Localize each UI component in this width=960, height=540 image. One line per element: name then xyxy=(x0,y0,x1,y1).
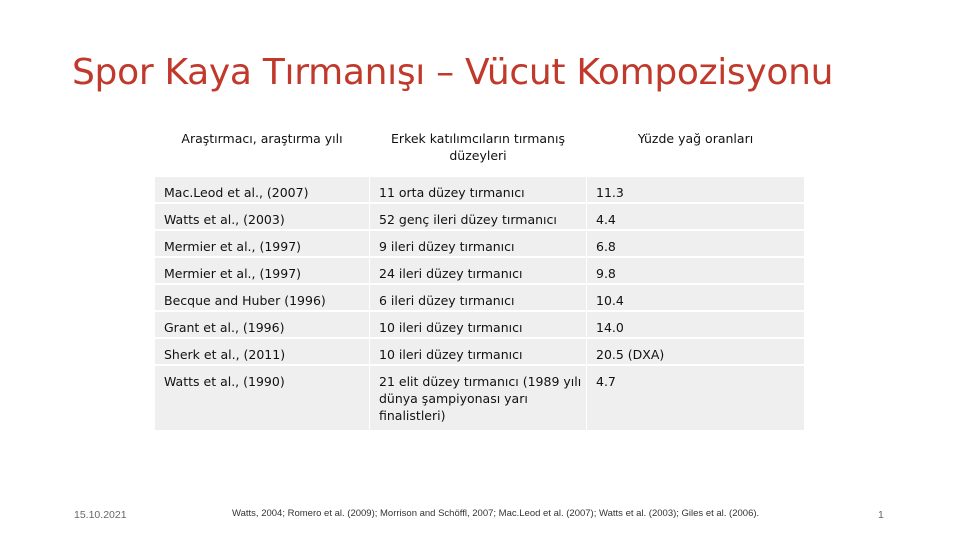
cell-climbing-level: 21 elit düzey tırmanıcı (1989 yılı dünya… xyxy=(369,364,587,430)
table-row: Mac.Leod et al., (2007) 11 orta düzey tı… xyxy=(154,175,805,203)
cell-climbing-level: 9 ileri düzey tırmanıcı xyxy=(369,229,587,257)
cell-climbing-level: 6 ileri düzey tırmanıcı xyxy=(369,283,587,311)
table-row: Grant et al., (1996) 10 ileri düzey tırm… xyxy=(154,310,805,338)
cell-body-fat: 10.4 xyxy=(586,283,805,311)
header-climbing-level: Erkek katılımcıların tırmanış düzeyleri xyxy=(369,126,587,176)
cell-body-fat: 14.0 xyxy=(586,310,805,338)
cell-climbing-level: 10 ileri düzey tırmanıcı xyxy=(369,310,587,338)
table-row: Watts et al., (1990) 21 elit düzey tırma… xyxy=(154,364,805,430)
cell-body-fat: 9.8 xyxy=(586,256,805,284)
table-row: Mermier et al., (1997) 24 ileri düzey tı… xyxy=(154,256,805,284)
cell-climbing-level: 11 orta düzey tırmanıcı xyxy=(369,175,587,203)
cell-researcher: Sherk et al., (2011) xyxy=(154,337,370,365)
cell-researcher: Mermier et al., (1997) xyxy=(154,229,370,257)
header-body-fat: Yüzde yağ oranları xyxy=(586,126,805,176)
cell-researcher: Mermier et al., (1997) xyxy=(154,256,370,284)
table-row: Mermier et al., (1997) 9 ileri düzey tır… xyxy=(154,229,805,257)
table-header-row: Araştırmacı, araştırma yılı Erkek katılı… xyxy=(154,126,805,176)
header-researcher: Araştırmacı, araştırma yılı xyxy=(154,126,370,176)
cell-body-fat: 4.4 xyxy=(586,202,805,230)
table-row: Becque and Huber (1996) 6 ileri düzey tı… xyxy=(154,283,805,311)
cell-researcher: Mac.Leod et al., (2007) xyxy=(154,175,370,203)
cell-climbing-level: 52 genç ileri düzey tırmanıcı xyxy=(369,202,587,230)
cell-body-fat: 6.8 xyxy=(586,229,805,257)
cell-climbing-level: 24 ileri düzey tırmanıcı xyxy=(369,256,587,284)
cell-researcher: Grant et al., (1996) xyxy=(154,310,370,338)
cell-researcher: Watts et al., (1990) xyxy=(154,364,370,430)
footer-reference: Watts, 2004; Romero et al. (2009); Morri… xyxy=(232,508,760,519)
cell-body-fat: 20.5 (DXA) xyxy=(586,337,805,365)
page-number: 1 xyxy=(878,509,884,521)
cell-researcher: Becque and Huber (1996) xyxy=(154,283,370,311)
cell-body-fat: 4.7 xyxy=(586,364,805,430)
cell-climbing-level: 10 ileri düzey tırmanıcı xyxy=(369,337,587,365)
body-composition-table: Araştırmacı, araştırma yılı Erkek katılı… xyxy=(154,126,805,430)
table-row: Watts et al., (2003) 52 genç ileri düzey… xyxy=(154,202,805,230)
table-row: Sherk et al., (2011) 10 ileri düzey tırm… xyxy=(154,337,805,365)
cell-researcher: Watts et al., (2003) xyxy=(154,202,370,230)
slide-title: Spor Kaya Tırmanışı – Vücut Kompozisyonu xyxy=(72,52,834,93)
cell-body-fat: 11.3 xyxy=(586,175,805,203)
footer-date: 15.10.2021 xyxy=(74,509,127,521)
